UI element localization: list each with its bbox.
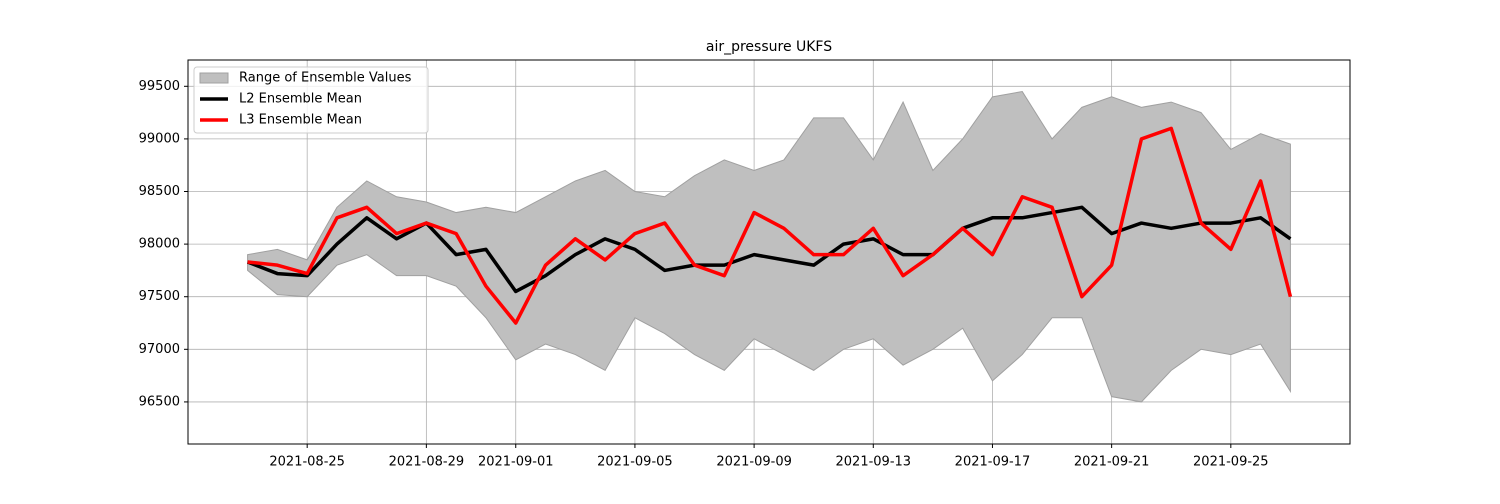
x-tick-label: 2021-09-01 <box>478 455 554 470</box>
x-tick-label: 2021-08-29 <box>389 455 465 470</box>
legend-label: L3 Ensemble Mean <box>239 113 362 128</box>
x-tick-label: 2021-09-05 <box>597 455 673 470</box>
chart-title: air_pressure UKFS <box>706 39 832 55</box>
y-tick-label: 97000 <box>139 342 180 357</box>
y-tick-label: 98000 <box>139 237 180 252</box>
y-tick-label: 98500 <box>139 184 180 199</box>
legend-label: Range of Ensemble Values <box>239 71 412 86</box>
legend: Range of Ensemble Values L2 Ensemble Mean… <box>193 66 429 134</box>
y-tick-label: 96500 <box>139 394 180 409</box>
legend-label: L2 Ensemble Mean <box>239 92 362 107</box>
x-tick-label: 2021-09-13 <box>836 455 912 470</box>
x-tick-label: 2021-09-17 <box>955 455 1031 470</box>
x-tick-label: 2021-09-25 <box>1193 455 1269 470</box>
y-tick-label: 99500 <box>139 79 180 94</box>
y-tick-label: 99000 <box>139 131 180 146</box>
x-tick-label: 2021-08-25 <box>269 455 345 470</box>
y-tick-label: 97500 <box>139 289 180 304</box>
series-line <box>247 126 1293 325</box>
range-area <box>247 91 1291 403</box>
x-tick-label: 2021-09-21 <box>1074 455 1150 470</box>
legend-swatch <box>199 72 229 84</box>
plot-frame <box>187 59 1351 445</box>
x-tick-label: 2021-09-09 <box>716 455 792 470</box>
legend-box <box>193 66 429 134</box>
